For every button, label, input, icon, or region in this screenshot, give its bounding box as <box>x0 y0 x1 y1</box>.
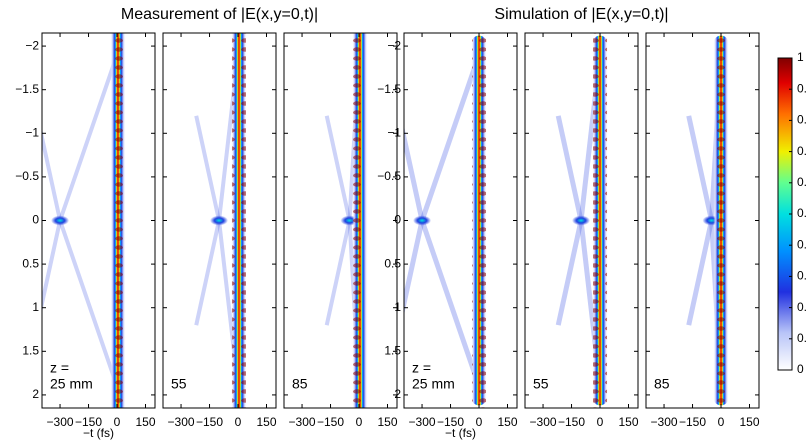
wing <box>555 115 584 222</box>
heatmap <box>194 33 247 408</box>
y-tick-label: 1.5 <box>384 343 401 357</box>
fringes <box>110 33 125 408</box>
colorbar-tick-label: 0. <box>797 144 807 158</box>
y-tick-label: −2 <box>387 38 401 52</box>
wing <box>194 220 221 326</box>
focus-spot <box>572 215 591 226</box>
wing <box>419 53 482 222</box>
annotation: 55 <box>171 376 187 392</box>
y-tick-label: −1 <box>25 125 39 139</box>
wing <box>555 219 584 326</box>
fringes <box>231 33 246 408</box>
colorbar-tick-label: 0. <box>797 175 807 189</box>
wing <box>42 220 62 313</box>
x-tick-label: −150 <box>679 415 706 429</box>
fringes <box>593 33 608 408</box>
y-tick-label: 2 <box>32 387 39 401</box>
y-tick-label: −1.5 <box>377 82 401 96</box>
x-tick-label: 150 <box>256 415 276 429</box>
x-tick-label: 150 <box>739 415 759 429</box>
x-tick-label: 0 <box>597 415 604 429</box>
heatmap <box>42 33 126 408</box>
x-tick-label: −300 <box>47 415 74 429</box>
annotation: 85 <box>654 376 670 392</box>
panel-title: Measurement of |E(x,y=0,t)| <box>121 6 318 23</box>
focus-spot <box>413 215 432 226</box>
x-axis-label: −t (fs) <box>445 426 476 440</box>
x-tick-label: 0 <box>114 415 121 429</box>
wing <box>404 219 425 316</box>
wing <box>419 219 482 388</box>
wing <box>404 125 425 222</box>
x-tick-label: −150 <box>558 415 585 429</box>
colorbar-tick-label: 0. <box>797 81 807 95</box>
y-tick-label: 0 <box>394 213 401 227</box>
x-tick-label: −150 <box>196 415 223 429</box>
wing <box>686 115 714 222</box>
y-tick-label: 0.5 <box>384 256 401 270</box>
y-tick-label: −0.5 <box>377 169 401 183</box>
y-tick-label: 2 <box>394 387 401 401</box>
colorbar-tick-label: 0. <box>797 237 807 251</box>
x-tick-label: −300 <box>651 415 678 429</box>
wing <box>58 219 119 387</box>
wing <box>324 115 352 221</box>
x-tick-label: 0 <box>235 415 242 429</box>
heatmap <box>555 33 608 408</box>
x-tick-label: −150 <box>75 415 102 429</box>
annotation: 25 mm <box>50 376 93 392</box>
focus-spot <box>210 215 229 226</box>
annotation: 25 mm <box>412 376 455 392</box>
y-tick-label: −1.5 <box>15 82 39 96</box>
x-tick-label: −300 <box>530 415 557 429</box>
wing <box>324 220 352 326</box>
x-tick-label: 150 <box>618 415 638 429</box>
fringes <box>472 33 487 408</box>
x-tick-label: 0 <box>718 415 725 429</box>
frame <box>645 32 760 409</box>
x-tick-label: 0 <box>356 415 363 429</box>
annotation: z = <box>50 360 69 376</box>
y-tick-label: −1 <box>387 125 401 139</box>
y-tick-label: 0 <box>32 213 39 227</box>
colorbar-tick-label: 0. <box>797 113 807 127</box>
wing <box>194 115 221 221</box>
y-tick-label: 0.5 <box>22 256 39 270</box>
colorbar-tick-label: 0 <box>797 362 804 376</box>
x-tick-label: −300 <box>168 415 195 429</box>
annotation: z = <box>412 360 431 376</box>
x-tick-label: 150 <box>377 415 397 429</box>
y-tick-label: 1 <box>394 300 401 314</box>
annotation: 55 <box>533 376 549 392</box>
y-tick-label: −2 <box>25 38 39 52</box>
colorbar-tick-label: 1 <box>797 50 804 64</box>
y-tick-label: 1 <box>32 300 39 314</box>
colorbar-tick-label: 0. <box>797 206 807 220</box>
wing <box>42 128 62 221</box>
x-tick-label: −150 <box>317 415 344 429</box>
focus-spot <box>51 215 70 226</box>
x-tick-label: 150 <box>497 415 517 429</box>
x-axis-label: −t (fs) <box>83 426 114 440</box>
heatmap <box>324 33 368 408</box>
heatmap <box>686 33 729 408</box>
x-tick-label: −300 <box>289 415 316 429</box>
x-tick-label: −300 <box>409 415 436 429</box>
x-tick-label: 150 <box>135 415 155 429</box>
fringes <box>352 33 367 408</box>
wing <box>58 54 119 222</box>
colorbar-tick-label: 0. <box>797 331 807 345</box>
colorbar-tick-label: 0. <box>797 300 807 314</box>
annotation: 85 <box>292 376 308 392</box>
x-tick-label: −150 <box>437 415 464 429</box>
y-tick-label: −0.5 <box>15 169 39 183</box>
y-tick-label: 1.5 <box>22 343 39 357</box>
colorbar-tick-label: 0. <box>797 269 807 283</box>
heatmap <box>404 33 487 408</box>
wing <box>686 219 714 326</box>
panel-title: Simulation of |E(x,y=0,t)| <box>494 6 668 23</box>
x-tick-label: 0 <box>476 415 483 429</box>
fringes <box>714 33 729 408</box>
